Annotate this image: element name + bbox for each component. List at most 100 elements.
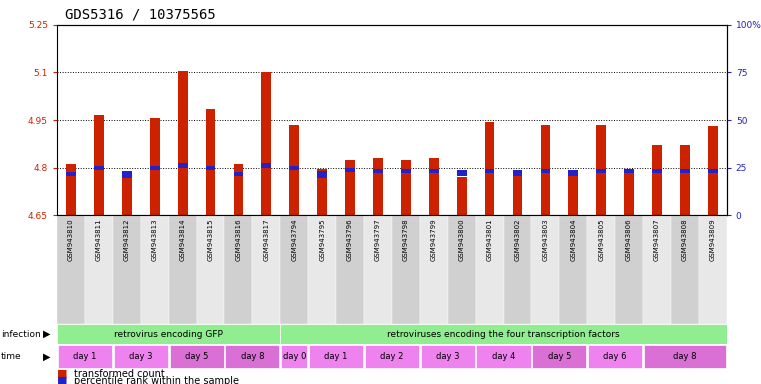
Bar	[94, 115, 103, 215]
Bar	[141, 215, 169, 324]
Bar	[588, 345, 642, 368]
Bar	[364, 215, 392, 324]
Bar	[150, 118, 160, 215]
Text: GSM943798: GSM943798	[403, 218, 409, 261]
Text: day 5: day 5	[548, 352, 571, 361]
Bar	[225, 345, 279, 368]
Bar	[308, 215, 336, 324]
Text: GSM943816: GSM943816	[235, 218, 241, 261]
Bar	[196, 25, 224, 215]
Bar	[345, 160, 355, 215]
Bar	[262, 73, 271, 215]
Text: day 6: day 6	[603, 352, 627, 361]
Bar	[476, 345, 530, 368]
Bar	[587, 25, 615, 215]
Bar	[401, 160, 411, 215]
Bar	[308, 25, 336, 215]
Bar	[643, 25, 671, 215]
Bar	[559, 25, 587, 215]
Bar	[476, 25, 504, 215]
Bar	[178, 71, 187, 215]
Bar	[420, 25, 447, 215]
Bar	[708, 126, 718, 215]
Bar	[169, 25, 196, 215]
Bar	[85, 215, 113, 324]
Bar	[57, 324, 280, 344]
Bar	[122, 172, 132, 215]
Bar	[373, 158, 383, 215]
Bar	[429, 158, 438, 215]
Text: ■: ■	[57, 369, 68, 379]
Bar	[262, 164, 271, 167]
Bar	[234, 164, 244, 215]
Bar	[504, 25, 531, 215]
Bar	[615, 25, 643, 215]
Text: GSM943801: GSM943801	[486, 218, 492, 261]
Bar	[234, 172, 244, 176]
Text: GSM943794: GSM943794	[291, 218, 298, 261]
Bar	[457, 177, 466, 215]
Bar	[150, 166, 160, 170]
Bar	[401, 169, 411, 173]
Text: infection: infection	[1, 329, 40, 339]
Bar	[57, 25, 85, 215]
Text: GSM943806: GSM943806	[626, 218, 632, 261]
Bar	[624, 169, 634, 173]
Text: day 1: day 1	[73, 352, 97, 361]
Bar	[66, 164, 76, 215]
Text: GSM943817: GSM943817	[263, 218, 269, 261]
Bar	[587, 215, 615, 324]
Bar	[66, 172, 76, 176]
Bar	[196, 215, 224, 324]
Bar	[169, 215, 196, 324]
Bar	[113, 215, 141, 324]
Text: GSM943813: GSM943813	[151, 218, 158, 261]
Bar	[652, 169, 662, 173]
Text: GSM943804: GSM943804	[570, 218, 576, 261]
Bar	[280, 215, 308, 324]
Text: GSM943795: GSM943795	[319, 218, 325, 261]
Bar	[289, 125, 299, 215]
Bar	[280, 324, 727, 344]
Bar	[540, 125, 550, 215]
Text: GSM943808: GSM943808	[682, 218, 688, 261]
Bar	[643, 215, 671, 324]
Bar	[317, 169, 327, 215]
Text: time: time	[1, 352, 21, 361]
Bar	[57, 215, 85, 324]
Text: GSM943800: GSM943800	[459, 218, 465, 261]
Bar	[476, 215, 504, 324]
Bar	[122, 171, 132, 178]
Bar	[485, 169, 495, 173]
Bar	[568, 172, 578, 215]
Text: retrovirus encoding GFP: retrovirus encoding GFP	[114, 329, 223, 339]
Text: ▶: ▶	[43, 329, 51, 339]
Text: GDS5316 / 10375565: GDS5316 / 10375565	[65, 7, 215, 21]
Bar	[429, 169, 438, 173]
Text: retroviruses encoding the four transcription factors: retroviruses encoding the four transcrip…	[387, 329, 620, 339]
Bar	[280, 25, 308, 215]
Bar	[485, 122, 495, 215]
Text: GSM943815: GSM943815	[208, 218, 214, 261]
Text: GSM943812: GSM943812	[124, 218, 130, 261]
Bar	[624, 172, 634, 215]
Bar	[644, 345, 726, 368]
Bar	[289, 166, 299, 170]
Bar	[597, 169, 606, 173]
Bar	[345, 167, 355, 172]
Bar	[85, 25, 113, 215]
Text: day 8: day 8	[240, 352, 264, 361]
Bar	[680, 169, 689, 173]
Bar	[559, 215, 587, 324]
Text: GSM943814: GSM943814	[180, 218, 186, 261]
Bar	[447, 215, 476, 324]
Bar	[224, 25, 253, 215]
Bar	[364, 25, 392, 215]
Text: GSM943805: GSM943805	[598, 218, 604, 261]
Text: transformed count: transformed count	[74, 369, 164, 379]
Text: day 5: day 5	[185, 352, 209, 361]
Bar	[253, 25, 280, 215]
Bar	[205, 166, 215, 170]
Text: day 4: day 4	[492, 352, 515, 361]
Bar	[708, 169, 718, 173]
